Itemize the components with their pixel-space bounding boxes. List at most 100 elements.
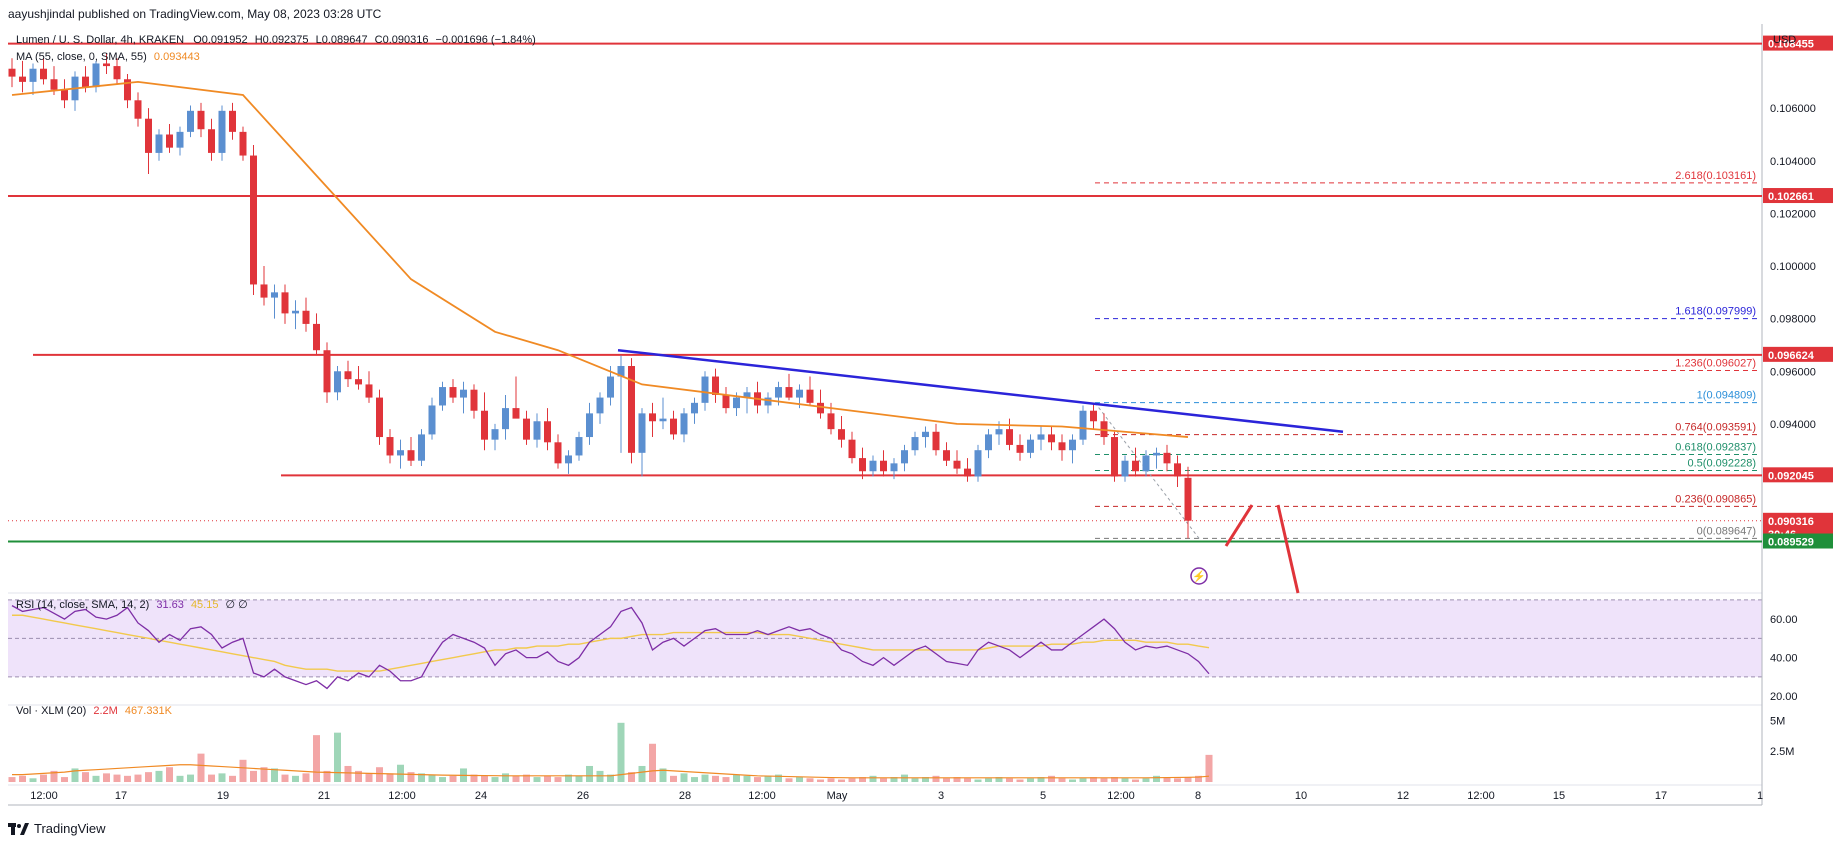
volume-bar — [544, 775, 551, 782]
ma-legend-value: 0.093443 — [153, 51, 200, 63]
volume-bar — [806, 778, 814, 782]
candle-body — [544, 421, 551, 443]
fibonacci-extension[interactable]: 2.618(0.103161) 1.618(0.097999) 1.236(0.09… — [1094, 170, 1758, 585]
time-tick-label: 21 — [318, 790, 330, 802]
volume-bar — [817, 779, 824, 782]
time-tick-label: 28 — [679, 790, 691, 802]
projection-up-arrow — [1224, 504, 1254, 547]
candle-body — [481, 410, 488, 440]
candle-body — [1132, 460, 1139, 472]
ohlc-high: H0.092375 — [254, 34, 309, 46]
time-tick-label: 3 — [938, 790, 944, 802]
tradingview-logo[interactable]: TradingView — [8, 821, 106, 836]
fib-level-label: 2.618(0.103161) — [1675, 170, 1756, 182]
candle-body — [523, 418, 530, 440]
candle-body — [61, 89, 68, 101]
time-tick-label: 24 — [475, 790, 487, 802]
candle-body — [659, 418, 667, 422]
projection-down-arrow — [1276, 504, 1300, 594]
volume-bar — [1016, 779, 1024, 782]
candle-body — [827, 413, 835, 430]
candle-body — [628, 366, 635, 453]
candle-body — [869, 460, 877, 472]
rsi-legend[interactable]: RSI (14, close, SMA, 14, 2) 31.63 45.15 … — [16, 598, 248, 611]
candle-body — [113, 66, 121, 80]
volume-bar — [218, 773, 226, 782]
volume-bar — [1142, 778, 1150, 782]
candle-body — [250, 155, 257, 285]
candle-body — [145, 118, 152, 153]
volume-bar — [1163, 777, 1171, 782]
fib-level-label: 0.618(0.092837) — [1675, 441, 1756, 453]
candle-body — [449, 387, 457, 398]
candle-body — [1163, 452, 1171, 464]
candle-body — [1121, 460, 1129, 477]
candle-body — [29, 68, 37, 82]
rsi-ma-line — [12, 614, 1210, 672]
candle-body — [407, 450, 415, 461]
vol-legend[interactable]: Vol · XLM (20) 2.2M 467.331K — [16, 705, 172, 717]
volume-bar — [82, 772, 89, 782]
candle-body — [397, 450, 404, 456]
volume-bar — [365, 773, 373, 782]
price-axis[interactable]: 0.106000 0.104000 0.102000 0.100000 0.098000… — [1770, 103, 1816, 758]
candle-body — [40, 68, 47, 80]
price-badges: 0.108455 0.102661 0.096624 0.092045 0.090316… — [1763, 35, 1833, 549]
currency-label: USD — [1773, 34, 1797, 46]
projection-arrows[interactable] — [1224, 504, 1300, 594]
time-tick-label: 1 — [1757, 790, 1763, 802]
volume-bar — [1132, 779, 1139, 782]
candle-body — [817, 402, 824, 414]
volume-bar — [586, 765, 593, 782]
candle-body — [722, 394, 730, 409]
horizontal-levels[interactable] — [8, 42, 1762, 543]
candle-body — [386, 437, 394, 456]
time-tick-label: 12:00 — [388, 790, 416, 802]
volume-bar — [407, 772, 415, 782]
symbol-name: Lumen / U. S. Dollar, 4h, KRAKEN — [16, 34, 185, 46]
candle-body — [848, 439, 856, 459]
candle-body — [8, 68, 16, 77]
volume-bar — [271, 768, 278, 782]
candle-body — [785, 387, 793, 398]
volume-bar — [512, 775, 520, 782]
level-badge-bg — [1763, 467, 1833, 483]
rsi-legend-label: RSI (14, close, SMA, 14, 2) — [16, 599, 150, 611]
candle-body — [1111, 437, 1118, 477]
volume-bar — [733, 774, 740, 782]
volume-bar — [628, 772, 635, 782]
volume-bar — [1195, 775, 1202, 782]
volume-bar — [764, 775, 772, 782]
candle-body — [460, 389, 467, 398]
candle-body — [302, 310, 310, 324]
candle-body — [502, 408, 509, 430]
ma-line-group[interactable] — [11, 80, 1189, 438]
trendline-group[interactable] — [617, 348, 1344, 434]
price-pane[interactable] — [8, 24, 1762, 587]
volume-bar — [880, 778, 887, 782]
tradingview-logo-icon — [8, 822, 29, 835]
volume-bar — [922, 777, 929, 782]
ma-legend[interactable]: MA (55, close, 0, SMA, 55) 0.093443 — [16, 51, 200, 63]
volume-bar — [701, 774, 709, 782]
price-tick-label: 0.096000 — [1770, 366, 1816, 378]
volume-bar — [932, 775, 940, 782]
candle-body — [901, 450, 908, 464]
rsi-line — [11, 605, 1210, 690]
volume-bar — [103, 773, 110, 782]
volume-bar — [1205, 754, 1213, 782]
fib-level-label: 0.764(0.093591) — [1675, 422, 1756, 434]
volume-bar — [145, 772, 152, 782]
symbol-line[interactable]: Lumen / U. S. Dollar, 4h, KRAKEN O0.0919… — [16, 34, 536, 46]
rsi-legend-value: 31.63 — [156, 599, 184, 611]
time-tick-label: 12:00 — [1107, 790, 1135, 802]
candles — [8, 52, 1192, 539]
candle-body — [176, 131, 184, 148]
volume-bar — [8, 777, 16, 782]
candle-body — [491, 429, 499, 440]
fib-level-label: 0.236(0.090865) — [1675, 493, 1756, 505]
time-axis[interactable]: 12:00 17 19 21 12:00 24 26 28 12:00 May 3 5 12:00 8 10… — [30, 790, 1763, 802]
candle-body — [323, 350, 331, 393]
time-tick-label: 12:00 — [30, 790, 58, 802]
